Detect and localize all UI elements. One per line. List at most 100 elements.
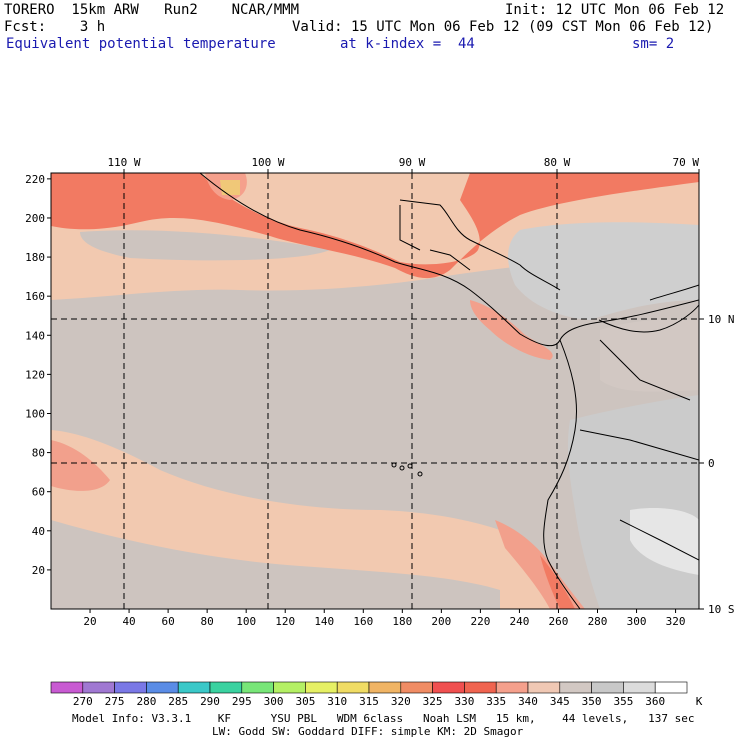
colorbar-swatch bbox=[146, 681, 179, 694]
left-y-axis: 20 40 60 80 100 120 140 160 180 200 220 bbox=[25, 173, 51, 577]
map-frame bbox=[50, 172, 700, 610]
coastline-group bbox=[199, 173, 699, 609]
colorbar-swatch bbox=[368, 681, 402, 694]
galapagos-island-4 bbox=[417, 471, 423, 477]
theta-e-330-region-mexico bbox=[51, 173, 699, 279]
header-forecast-hour: Fcst: 3 h bbox=[4, 19, 106, 35]
coastline-venezuela bbox=[598, 304, 699, 333]
theta-e-340-region-panama bbox=[470, 300, 553, 360]
map-plot-area bbox=[51, 173, 699, 609]
x-tick-label: 320 bbox=[666, 615, 686, 628]
colorbar-label: 335 bbox=[486, 695, 506, 708]
lon-label: 110 W bbox=[107, 156, 140, 169]
colorbar-swatch bbox=[209, 681, 243, 694]
colorbar-label: 310 bbox=[327, 695, 347, 708]
latlon-grid bbox=[51, 173, 699, 609]
theta-e-320-patch bbox=[220, 180, 240, 195]
border-colombia bbox=[599, 339, 691, 401]
colorbar-swatch bbox=[177, 681, 211, 694]
y-tick-label: 220 bbox=[25, 173, 45, 186]
y-tick-label: 40 bbox=[32, 525, 45, 538]
lat-label: 0 bbox=[708, 457, 715, 470]
theta-e-350-tongue-north bbox=[80, 230, 330, 261]
y-tick-label: 200 bbox=[25, 212, 45, 225]
theta-e-350-region-colombia bbox=[600, 319, 699, 392]
lon-label: 80 W bbox=[544, 156, 571, 169]
y-tick-label: 180 bbox=[25, 251, 45, 264]
colorbar-label: 300 bbox=[264, 695, 284, 708]
colorbar-label: 290 bbox=[200, 695, 220, 708]
x-tick-label: 180 bbox=[392, 615, 412, 628]
colorbar: 270 275 280 285 290 295 300 305 310 315 320 325 330 3… bbox=[50, 681, 703, 708]
y-tick-label: 140 bbox=[25, 329, 45, 342]
y-tick-label: 100 bbox=[25, 407, 45, 420]
lat-label: 10 N bbox=[708, 313, 735, 326]
smoothing-label: sm= 2 bbox=[632, 36, 675, 52]
coastline-caribbean bbox=[399, 199, 561, 291]
header-init-time: Init: 12 UTC Mon 06 Feb 12 bbox=[505, 2, 725, 18]
lon-label: 90 W bbox=[399, 156, 426, 169]
x-tick-label: 200 bbox=[431, 615, 451, 628]
x-tick-label: 20 bbox=[83, 615, 96, 628]
coastline-pacific bbox=[199, 173, 699, 347]
galapagos-island-2 bbox=[399, 465, 405, 471]
lon-label: 70 W bbox=[673, 156, 700, 169]
header-valid-time: Valid: 15 UTC Mon 06 Feb 12 (09 CST Mon … bbox=[292, 19, 714, 35]
colorbar-swatch bbox=[464, 681, 497, 694]
border-central-america bbox=[429, 249, 471, 271]
y-tick-label: 20 bbox=[32, 564, 45, 577]
colorbar-label: 360 bbox=[645, 695, 665, 708]
colorbar-label: 345 bbox=[550, 695, 570, 708]
right-latitude-labels: 10 N 0 10 S bbox=[699, 313, 735, 616]
colorbar-swatch bbox=[82, 681, 115, 694]
colorbar-label: 295 bbox=[232, 695, 252, 708]
x-tick-label: 100 bbox=[236, 615, 256, 628]
theta-e-355-region-caribbean bbox=[508, 222, 699, 320]
colorbar-label: 270 bbox=[73, 695, 93, 708]
colorbar-label: 275 bbox=[105, 695, 125, 708]
theta-e-350-region-south bbox=[51, 520, 500, 609]
x-tick-label: 300 bbox=[627, 615, 647, 628]
colorbar-label: 320 bbox=[391, 695, 411, 708]
x-tick-label: 120 bbox=[275, 615, 295, 628]
colorbar-swatch bbox=[273, 681, 306, 694]
coastline-south-america bbox=[543, 339, 581, 609]
lat-label: 10 S bbox=[708, 603, 735, 616]
coastline-caribbean-islands bbox=[649, 284, 699, 301]
x-tick-label: 280 bbox=[588, 615, 608, 628]
x-tick-label: 60 bbox=[161, 615, 174, 628]
colorbar-swatch bbox=[400, 681, 433, 694]
y-tick-label: 160 bbox=[25, 290, 45, 303]
colorbar-label: 305 bbox=[295, 695, 315, 708]
top-longitude-labels: 110 W 100 W 90 W 80 W 70 W bbox=[107, 156, 700, 173]
colorbar-swatch bbox=[50, 681, 84, 694]
theta-e-330-region-peru bbox=[540, 555, 575, 609]
y-tick-label: 120 bbox=[25, 368, 45, 381]
border-mexico-guatemala bbox=[399, 205, 421, 251]
x-tick-label: 80 bbox=[201, 615, 214, 628]
colorbar-swatch bbox=[559, 681, 592, 694]
colorbar-swatch bbox=[527, 681, 561, 694]
colorbar-label: 355 bbox=[613, 695, 633, 708]
colorbar-swatch bbox=[305, 681, 338, 694]
field-name: Equivalent potential temperature bbox=[6, 36, 276, 52]
lon-label: 100 W bbox=[251, 156, 284, 169]
colorbar-swatch bbox=[241, 681, 274, 694]
colorbar-label: 285 bbox=[168, 695, 188, 708]
footer-model-info: Model Info: V3.3.1 KF YSU PBL WDM 6class… bbox=[72, 712, 695, 725]
colorbar-label: 280 bbox=[136, 695, 156, 708]
level-label: at k-index = 44 bbox=[340, 36, 475, 52]
colorbar-label: 330 bbox=[454, 695, 474, 708]
colorbar-label: 325 bbox=[423, 695, 443, 708]
colorbar-swatch bbox=[495, 681, 529, 694]
border-peru-brazil bbox=[619, 519, 699, 561]
colorbar-swatch bbox=[432, 681, 465, 694]
colorbar-unit: K bbox=[696, 695, 703, 708]
colorbar-label: 350 bbox=[582, 695, 602, 708]
colorbar-swatch bbox=[114, 681, 147, 694]
y-tick-label: 60 bbox=[32, 486, 45, 499]
x-tick-label: 160 bbox=[353, 615, 373, 628]
x-tick-label: 40 bbox=[122, 615, 135, 628]
colorbar-label: 315 bbox=[359, 695, 379, 708]
